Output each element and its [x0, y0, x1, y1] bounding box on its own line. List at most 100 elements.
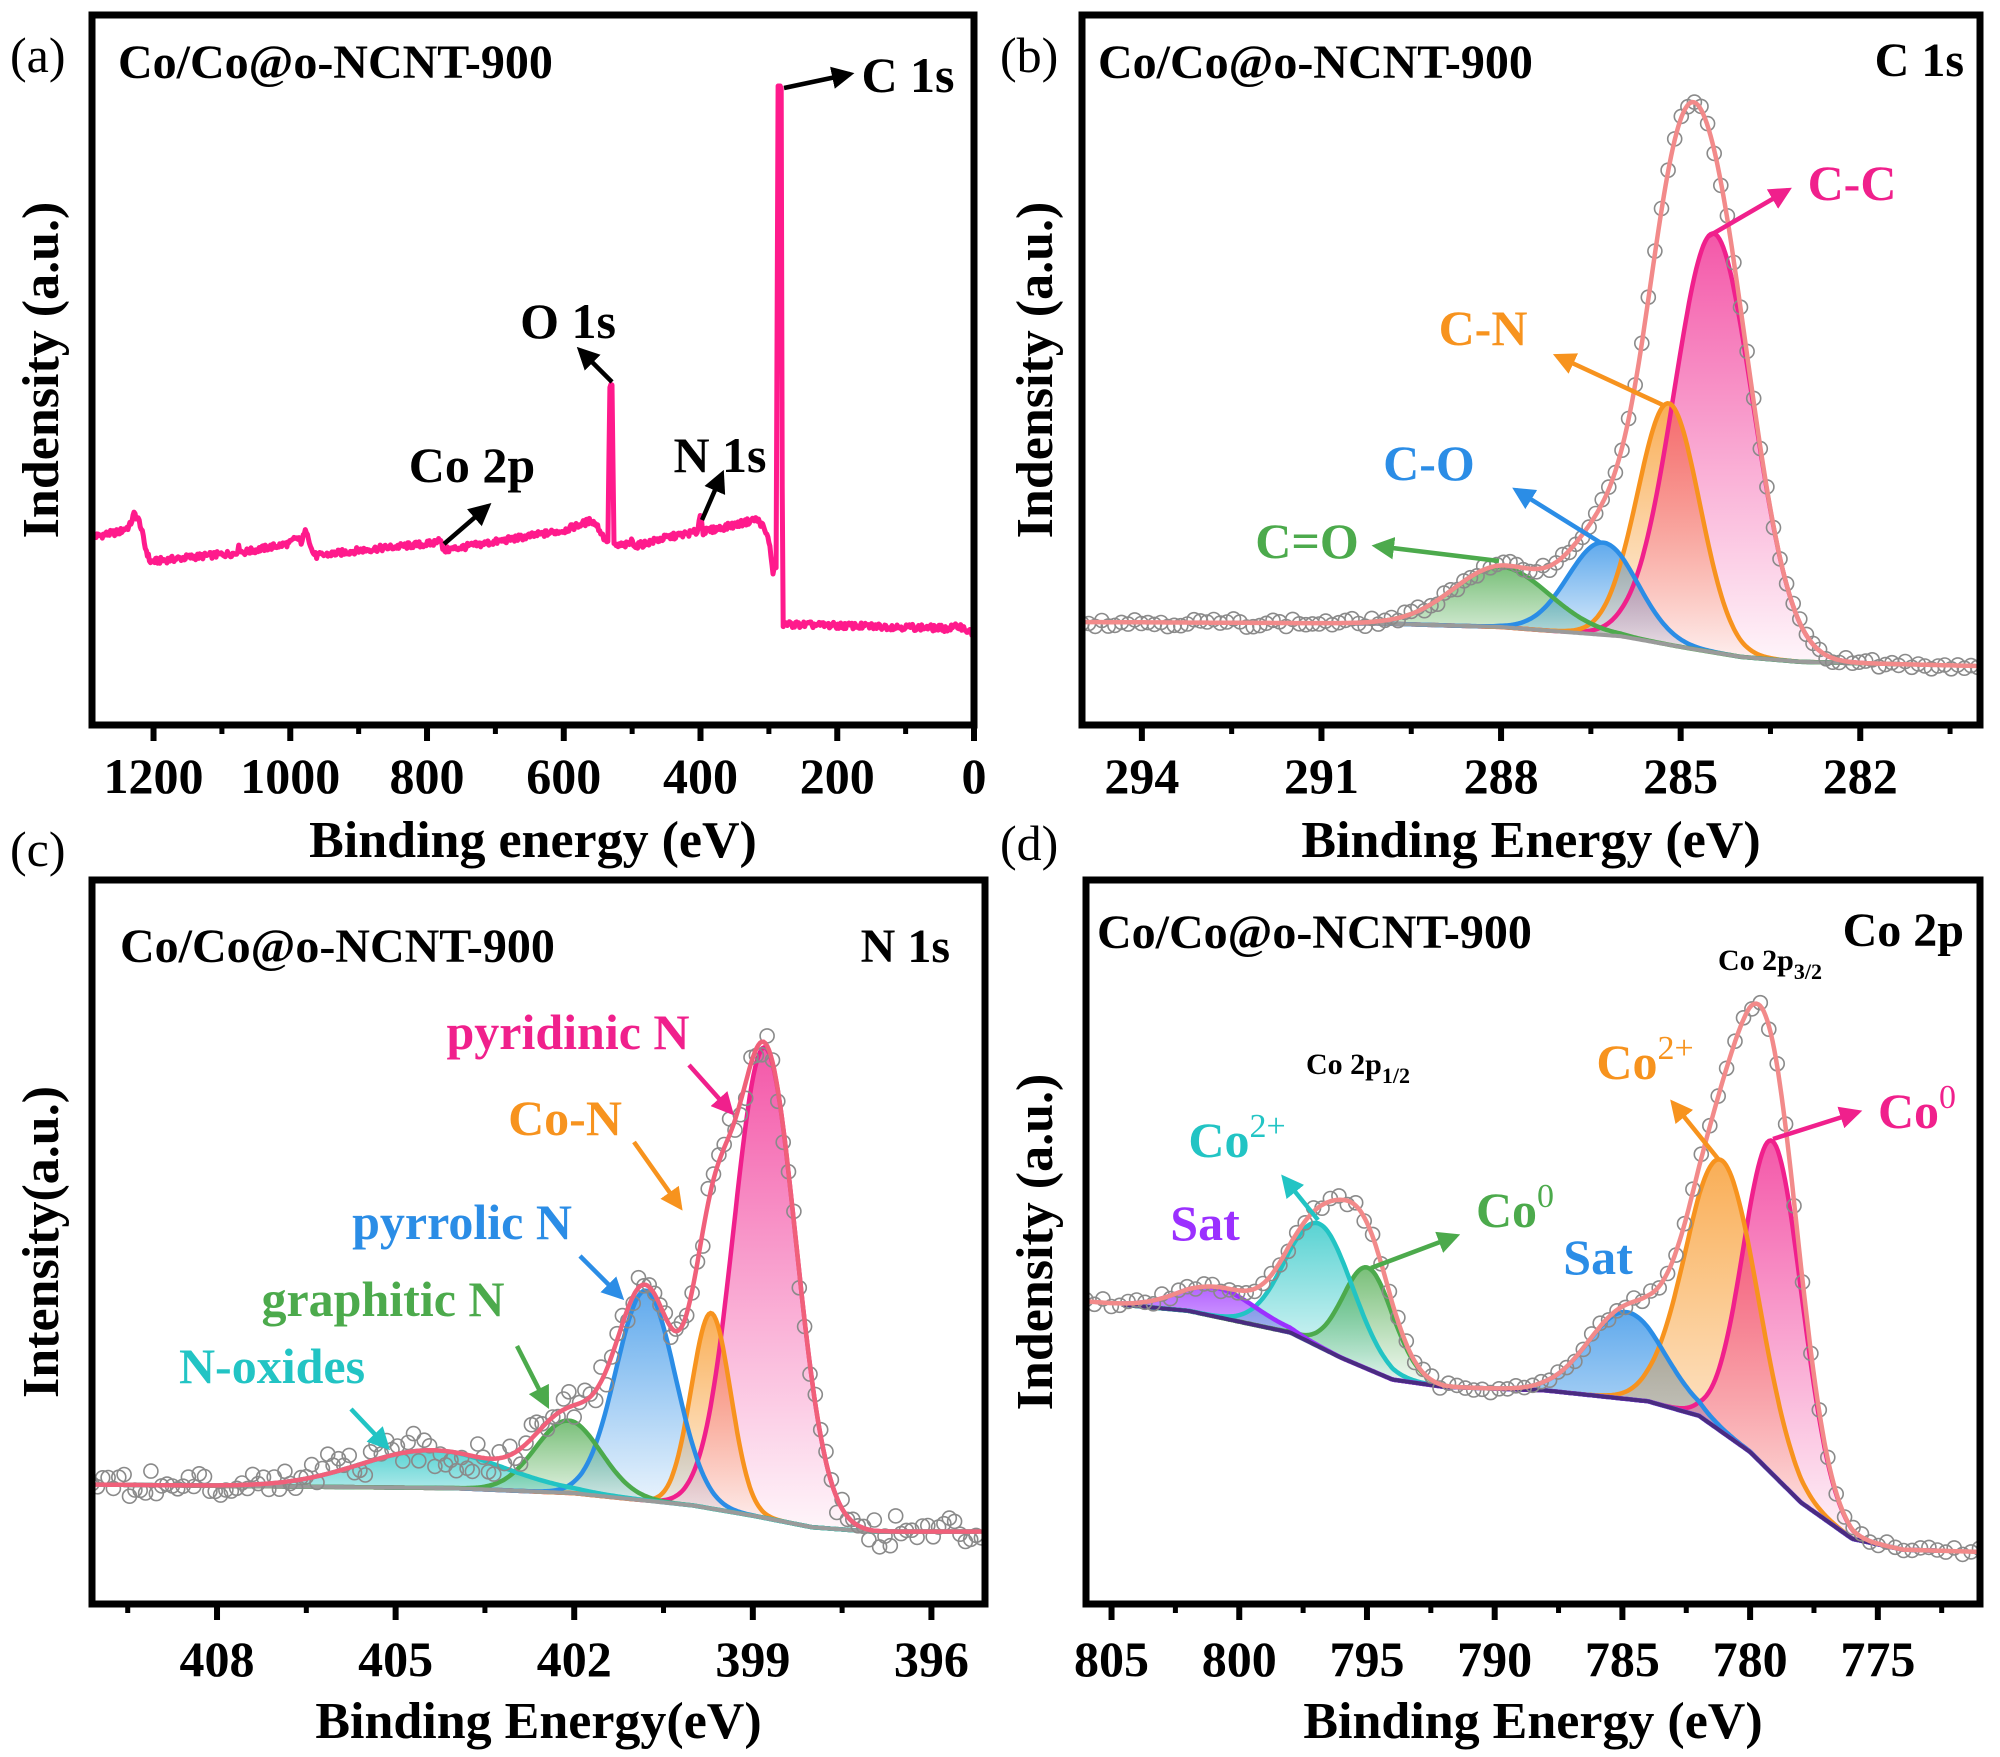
annotation-arrow: [576, 346, 614, 384]
y-axis-label: Indensity (a.u.): [13, 202, 70, 539]
data-point: [861, 1531, 877, 1548]
data-point: [341, 1447, 358, 1464]
sample-title: Co/Co@o-NCNT-900: [120, 920, 555, 973]
x-tick-label: 408: [180, 1631, 255, 1687]
annotation-arrow: [699, 469, 726, 521]
peak-annotation: Co0: [1476, 1178, 1554, 1238]
data-point: [239, 1480, 256, 1497]
peak-annotation: O 1s: [520, 293, 616, 349]
peak-annotation-text: Co: [1188, 1112, 1249, 1168]
survey-spectrum-line: [92, 83, 974, 639]
component-fill-co0-2p3-2-: [1626, 1140, 1920, 1551]
subpeak-label-main: Co 2p: [1718, 944, 1794, 977]
component-fill-pyrrolic-n: [496, 1290, 795, 1524]
sample-title: Co/Co@o-NCNT-900: [1098, 36, 1533, 89]
data-point: [1238, 1285, 1254, 1301]
data-point: [116, 1466, 132, 1483]
data-point: [1263, 1265, 1280, 1282]
sample-title: Co/Co@o-NCNT-900: [118, 36, 553, 89]
peak-annotation-text: Co 2p: [409, 437, 535, 493]
panel-a: 1200 1000 800 600 400 200 0 Binding energy (eV)…: [10, 11, 987, 869]
peak-annotation-text: pyridinic N: [446, 1004, 689, 1060]
data-point: [218, 1482, 234, 1498]
peak-annotation-text: N-oxides: [179, 1338, 365, 1394]
peak-annotation-text: Co-N: [508, 1090, 622, 1146]
y-axis-label: Indensity (a.u.): [1007, 202, 1064, 539]
annotation-arrow: [1371, 537, 1500, 564]
data-point: [357, 1467, 374, 1483]
peak-annotation-text: graphitic N: [261, 1271, 504, 1327]
x-axis-label: Binding Energy (eV): [1301, 812, 1760, 869]
peak-annotation-text: C-C: [1808, 155, 1897, 211]
x-tick-label: 288: [1464, 748, 1539, 804]
annotation-arrow: [1670, 1099, 1721, 1162]
subpeak-label-subscript: 3/2: [1794, 959, 1822, 984]
data-point: [416, 1432, 433, 1448]
peak-annotation-superscript: 0: [1537, 1178, 1554, 1215]
x-tick-label: 0: [962, 748, 987, 804]
panel-c: 408 405 402 399 396 Binding Energy(eV) Intensi…: [10, 821, 989, 1750]
peak-annotation: Co0: [1878, 1079, 1956, 1139]
component-fill-c-o: [1429, 542, 1776, 660]
x-axis-label: Binding Energy(eV): [315, 1693, 761, 1750]
panel-letter: (b): [1000, 27, 1058, 83]
x-tick-label: 396: [894, 1631, 969, 1687]
subpeak-label-main: Co 2p: [1306, 1048, 1382, 1081]
data-point: [512, 1456, 529, 1472]
x-tick-label: 795: [1329, 1631, 1404, 1687]
annotation-arrow: [1281, 1174, 1320, 1222]
peak-annotation: C-N: [1439, 300, 1528, 356]
panel-letter: (c): [10, 821, 66, 877]
peak-annotation-text: pyrrolic N: [352, 1194, 572, 1250]
panel-letter: (d): [1000, 815, 1058, 871]
component-fill-sat-2p3-2-: [1434, 1312, 1818, 1514]
data-point: [877, 1528, 893, 1544]
annotation-arrow: [1512, 487, 1603, 545]
data-point: [1213, 1283, 1229, 1300]
x-tick-label: 800: [390, 748, 465, 804]
data-point: [196, 1468, 213, 1485]
peak-annotation: Co-N: [508, 1090, 622, 1146]
data-point: [1265, 612, 1281, 629]
x-tick-label: 282: [1823, 748, 1898, 804]
x-tick-label: 1000: [240, 748, 340, 804]
x-tick-label: 785: [1585, 1631, 1660, 1687]
data-point: [469, 1436, 486, 1452]
annotation-arrow: [578, 1254, 625, 1301]
annotation-arrow: [632, 1140, 683, 1211]
envelope-fit-line: [1082, 99, 1980, 669]
x-tick-label: 402: [537, 1631, 612, 1687]
data-point: [1921, 1539, 1937, 1556]
data-point: [410, 1453, 427, 1469]
data-point: [1288, 1224, 1305, 1241]
peak-annotation-text: C=O: [1255, 513, 1359, 569]
data-point: [1443, 581, 1459, 598]
data-point: [400, 1434, 416, 1451]
x-tick-label: 600: [526, 748, 601, 804]
peak-annotation: C=O: [1255, 513, 1359, 569]
data-point: [1567, 1353, 1583, 1370]
data-point: [1086, 1291, 1094, 1308]
data-point: [421, 1438, 438, 1454]
data-point: [1954, 1546, 1971, 1563]
data-point: [212, 1487, 229, 1503]
annotation-arrow: [349, 1407, 391, 1451]
peak-annotation-superscript: 0: [1939, 1079, 1956, 1116]
data-point: [850, 1518, 867, 1534]
data-point: [882, 1537, 899, 1554]
y-axis-label: Indensity (a.u.): [1007, 1074, 1064, 1411]
data-point: [143, 1463, 159, 1479]
peak-annotation: pyridinic N: [446, 1004, 689, 1060]
region-label: N 1s: [861, 920, 950, 973]
annotation-arrow: [442, 503, 492, 546]
region-label: C 1s: [1875, 34, 1964, 87]
data-point: [1522, 563, 1538, 580]
data-point: [1297, 1215, 1313, 1231]
data-point: [518, 1435, 534, 1451]
data-point: [1196, 1276, 1212, 1292]
peak-annotation: Sat: [1563, 1229, 1633, 1285]
data-point: [1331, 1188, 1347, 1204]
annotation-arrow: [783, 66, 855, 91]
peak-annotation: Co2+: [1596, 1030, 1693, 1090]
